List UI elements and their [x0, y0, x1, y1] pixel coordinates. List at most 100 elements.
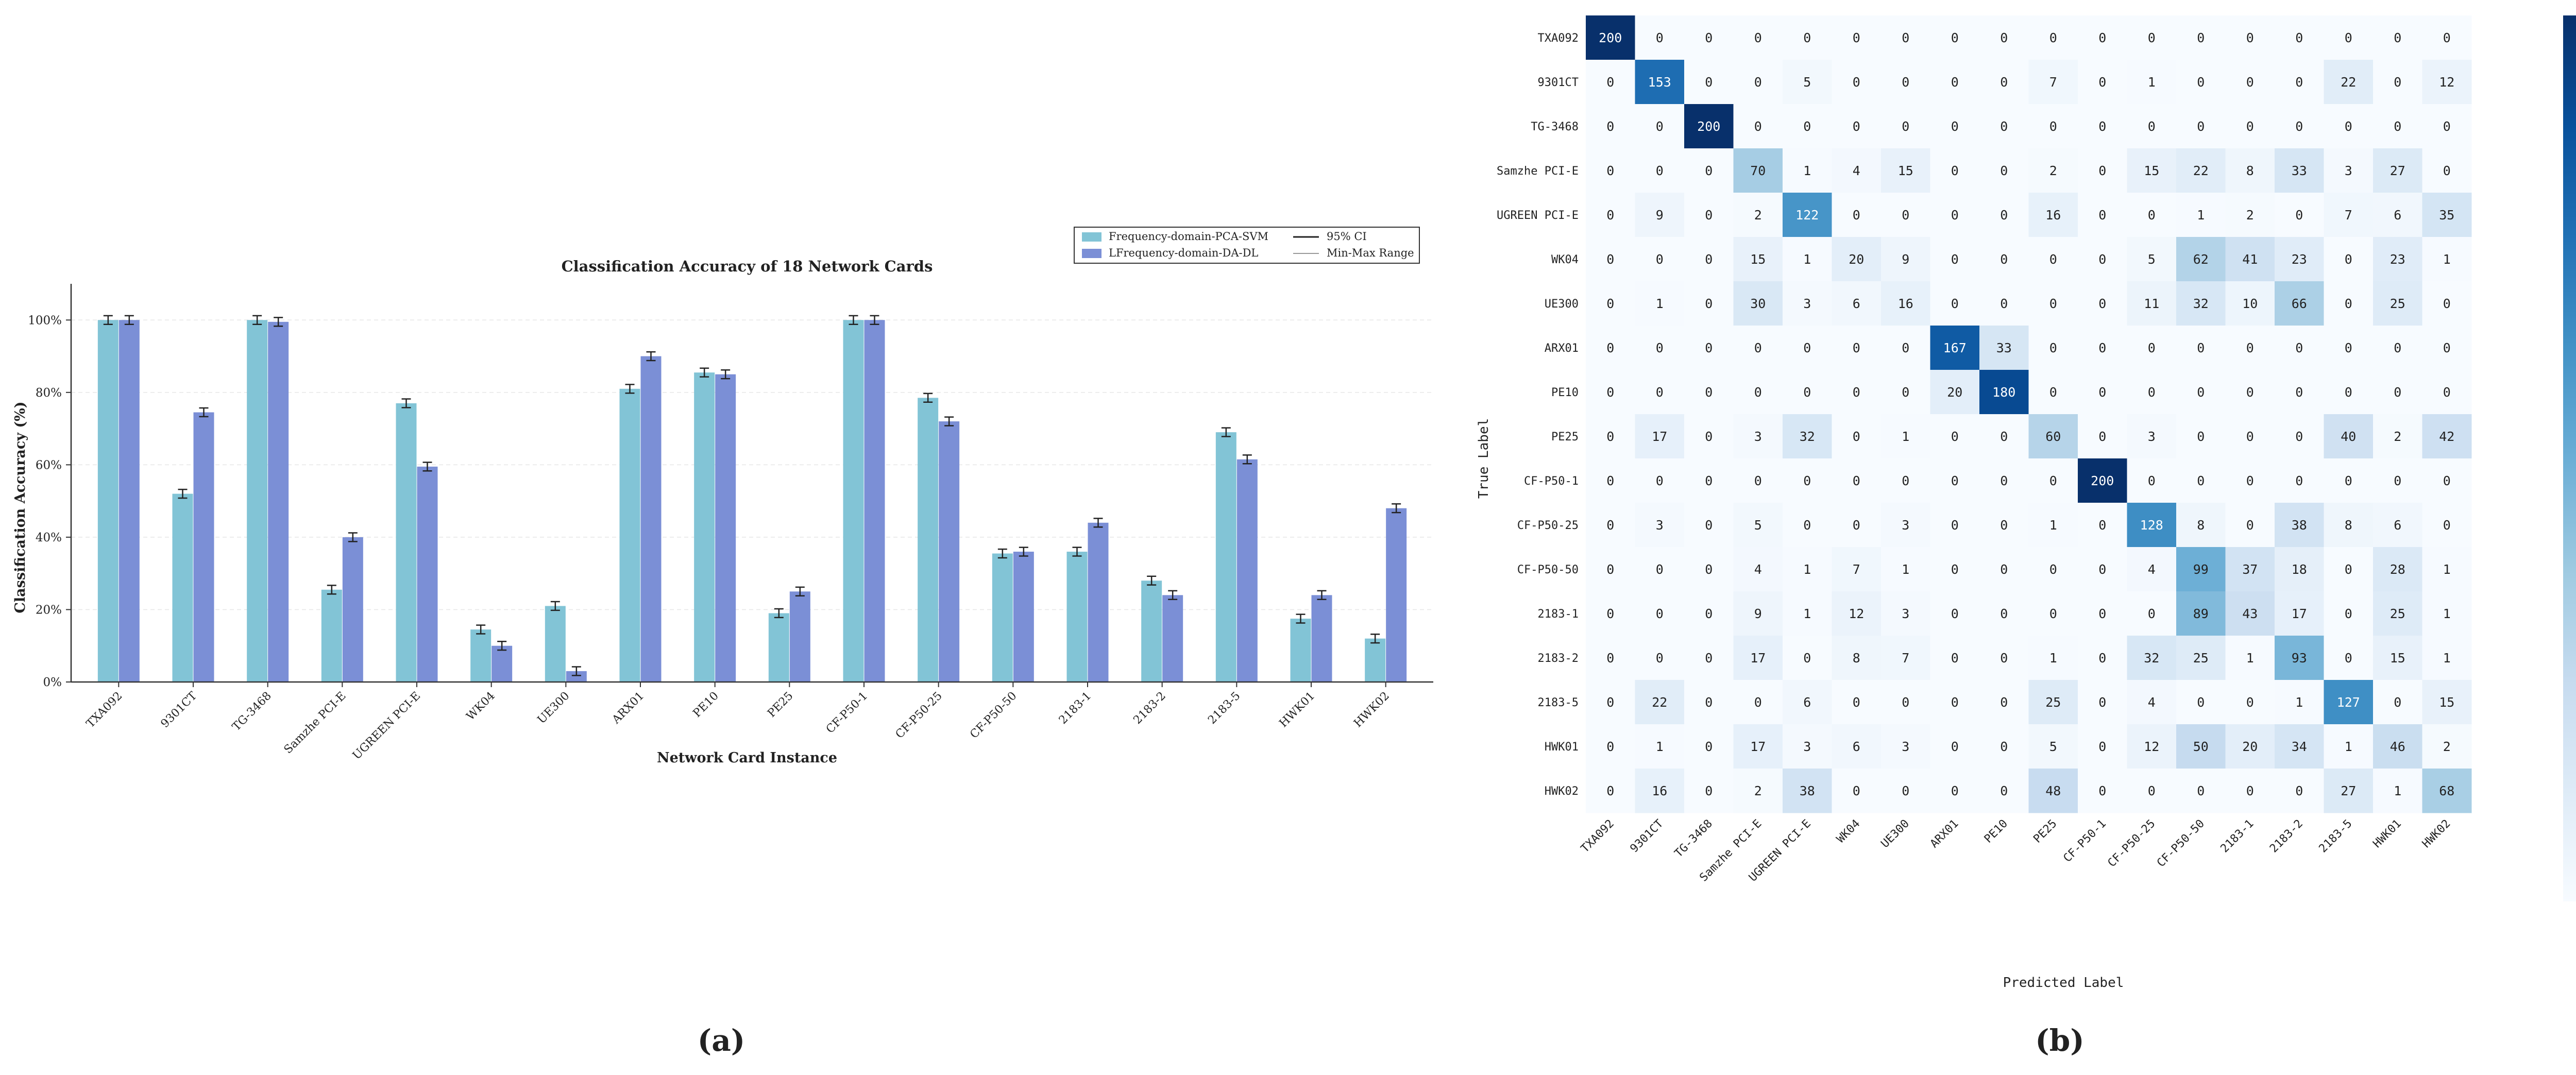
- heatmap-cell-value: 16: [1898, 296, 1913, 311]
- heatmap-cell-value: 0: [2246, 429, 2254, 444]
- heatmap-cell-value: 10: [2242, 296, 2258, 311]
- heatmap-cell: [2422, 414, 2472, 459]
- heatmap-cell-value: 25: [2390, 606, 2405, 621]
- heatmap-cell: [1783, 503, 1832, 548]
- heatmap-cell: [1979, 636, 2029, 680]
- bar-lfrequency-domain-da-dl-2183-1: [1088, 522, 1109, 682]
- heatmap-cell: [1930, 503, 1980, 548]
- heatmap-cell: [2225, 237, 2275, 282]
- bar-frequency-domain-pca-svm-2183-2: [1141, 581, 1162, 682]
- heatmap-col-label: WK04: [1834, 817, 1862, 846]
- heatmap-cell-value: 23: [2390, 252, 2405, 267]
- heatmap-cell-value: 0: [2345, 651, 2352, 666]
- heatmap-cell-value: 0: [1656, 651, 1664, 666]
- heatmap-cell: [2422, 370, 2472, 415]
- heatmap-cell: [2028, 193, 2078, 237]
- heatmap-cell: [2225, 15, 2275, 60]
- heatmap-cell: [1733, 326, 1783, 370]
- heatmap-cell-value: 22: [2193, 163, 2209, 178]
- heatmap-cell: [2127, 724, 2177, 769]
- heatmap-cell: [1930, 281, 1980, 326]
- heatmap-cell-value: 20: [2242, 739, 2258, 754]
- bar-frequency-domain-pca-svm-wk04: [470, 629, 492, 682]
- heatmap-cell: [2176, 724, 2226, 769]
- heatmap-cell-value: 5: [2049, 739, 2057, 754]
- heatmap-cell-value: 7: [1853, 562, 1860, 577]
- heatmap-cell: [2078, 769, 2127, 813]
- heatmap-cell-value: 0: [1853, 119, 1860, 134]
- heatmap-cell-value: 1: [1803, 562, 1811, 577]
- heatmap-cell-value: 12: [1849, 606, 1864, 621]
- heatmap-cell: [1930, 326, 1980, 370]
- heatmap-cell-value: 153: [1648, 75, 1671, 90]
- heatmap-cell: [1684, 636, 1734, 680]
- heatmap-cell: [2127, 148, 2177, 193]
- heatmap-cell-value: 0: [2049, 385, 2057, 400]
- heatmap-cell-value: 0: [2000, 473, 2008, 488]
- heatmap-cell-value: 3: [1902, 518, 1909, 533]
- heatmap-cell-value: 0: [1951, 163, 1959, 178]
- heatmap-cell: [2078, 636, 2127, 680]
- heatmap-cell-value: 0: [1656, 385, 1664, 400]
- heatmap-cell-value: 27: [2341, 783, 2356, 798]
- heatmap-cell: [2028, 547, 2078, 592]
- heatmap-cell-value: 25: [2390, 296, 2405, 311]
- heatmap-cell-value: 0: [1803, 518, 1811, 533]
- heatmap-cell-value: 0: [2197, 783, 2205, 798]
- heatmap-cell-value: 200: [2091, 473, 2114, 488]
- heatmap-cell: [2373, 680, 2422, 725]
- heatmap-row-label: TG-3468: [1531, 121, 1579, 133]
- heatmap-cell: [2225, 680, 2275, 725]
- heatmap-cell: [1881, 547, 1930, 592]
- heatmap-cell: [2373, 414, 2422, 459]
- bar-frequency-domain-pca-svm-cf-p50-50: [992, 553, 1013, 682]
- bar-lfrequency-domain-da-dl-samzhe-pci-e: [342, 537, 363, 682]
- bar-lfrequency-domain-da-dl-pe10: [715, 374, 736, 682]
- heatmap-row-label: CF-P50-50: [1517, 564, 1579, 576]
- heatmap-cell: [2225, 414, 2275, 459]
- heatmap-col-label: PE10: [1982, 817, 2010, 846]
- heatmap-cell: [2422, 769, 2472, 813]
- heatmap-cell-value: 0: [2197, 473, 2205, 488]
- heatmap-cell-value: 0: [2148, 208, 2156, 223]
- heatmap-cell: [2422, 60, 2472, 105]
- heatmap-cell-value: 2: [1754, 208, 1762, 223]
- heatmap-cell-value: 1: [1803, 163, 1811, 178]
- heatmap-cell: [1881, 60, 1930, 105]
- x-tick-label: UE300: [535, 690, 572, 727]
- heatmap-cell-value: 0: [2197, 75, 2205, 90]
- heatmap-cell-value: 8: [2197, 518, 2205, 533]
- heatmap-cell: [2127, 636, 2177, 680]
- heatmap-cell: [2176, 15, 2226, 60]
- bar-frequency-domain-pca-svm-cf-p50-25: [918, 398, 939, 682]
- heatmap-col-label: CF-P50-50: [2155, 817, 2207, 870]
- heatmap-cell-value: 0: [1656, 473, 1664, 488]
- legend-label-range: Min-Max Range: [1327, 247, 1414, 259]
- heatmap-cell-value: 0: [2295, 340, 2303, 355]
- heatmap-cell: [1783, 769, 1832, 813]
- heatmap-cell-value: 68: [2439, 783, 2454, 798]
- heatmap-cell-value: 0: [1606, 695, 1614, 710]
- heatmap-cell-value: 0: [1902, 783, 1909, 798]
- heatmap-cell: [1881, 636, 1930, 680]
- heatmap-cell-value: 0: [1606, 429, 1614, 444]
- heatmap-cell: [1979, 503, 2029, 548]
- bar-lfrequency-domain-da-dl-2183-2: [1162, 595, 1183, 682]
- heatmap-cell: [1979, 193, 2029, 237]
- heatmap-cell: [1684, 547, 1734, 592]
- heatmap-cell: [1881, 591, 1930, 636]
- heatmap-cell-value: 1: [1902, 562, 1909, 577]
- heatmap-cell-value: 0: [1705, 296, 1713, 311]
- heatmap-cell-value: 0: [2098, 296, 2106, 311]
- bar-chart-panel: Classification Accuracy of 18 Network Ca…: [12, 227, 1433, 1058]
- heatmap-cell-value: 3: [1656, 518, 1664, 533]
- heatmap-cell-value: 0: [2000, 119, 2008, 134]
- heatmap-cell: [2028, 636, 2078, 680]
- bar-lfrequency-domain-da-dl-wk04: [492, 645, 513, 682]
- heatmap-cell: [2324, 636, 2374, 680]
- heatmap-cell-value: 0: [2098, 739, 2106, 754]
- heatmap-cell-value: 128: [2140, 518, 2163, 533]
- heatmap-cell: [1635, 148, 1685, 193]
- bar-frequency-domain-pca-svm-pe10: [694, 372, 715, 682]
- heatmap-cell-value: 34: [2292, 739, 2307, 754]
